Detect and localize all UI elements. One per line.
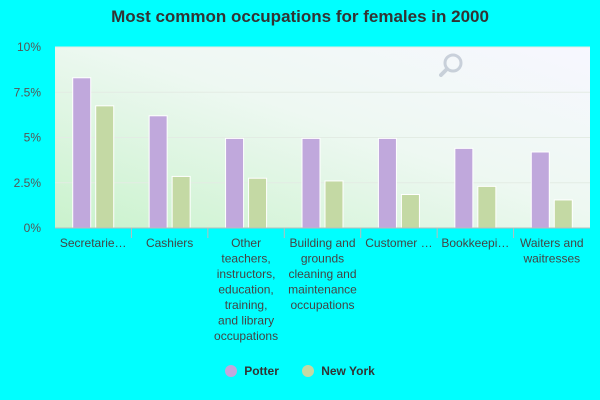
- bar-new-york: [95, 105, 115, 229]
- bar-new-york: [171, 175, 191, 229]
- gridlines: [55, 46, 590, 184]
- y-tick-label: 7.5%: [14, 85, 42, 99]
- bar-potter: [225, 137, 245, 229]
- watermark-magnifier-icon: [439, 53, 463, 77]
- bar-potter: [301, 137, 321, 229]
- x-category-label: Cashiers: [146, 236, 193, 250]
- bar-potter: [377, 137, 397, 229]
- legend-swatch-potter: [225, 365, 238, 377]
- bar-new-york: [477, 185, 497, 229]
- legend-label-potter: Potter: [244, 364, 279, 378]
- x-category-label: Customer …: [365, 236, 432, 250]
- y-tick-label: 0%: [24, 221, 42, 235]
- bar-potter: [454, 147, 474, 229]
- axes: 0% 2.5% 5% 7.5% 10%: [14, 40, 590, 238]
- x-category-label: Waiters and waitresses: [520, 236, 584, 266]
- x-category-label: Building and grounds cleaning and maintenan…: [288, 236, 357, 312]
- bar-potter: [530, 151, 550, 229]
- x-category-label: Bookkeepi…: [441, 236, 509, 250]
- chart-title: Most common occupations for females in 2…: [111, 7, 489, 26]
- bar-new-york: [553, 199, 573, 229]
- legend-label-new-york: New York: [321, 364, 375, 378]
- category-labels: Secretarie… Cashiers Other teachers, instruc…: [60, 236, 584, 343]
- bar-new-york: [248, 177, 268, 229]
- legend-item-new-york: New York: [302, 364, 375, 378]
- legend: Potter New York: [0, 364, 600, 380]
- bar-new-york: [400, 194, 420, 229]
- x-category-label: Secretarie…: [60, 236, 127, 250]
- x-category-label: Other teachers, instructors, education, trai…: [214, 236, 278, 343]
- legend-swatch-new-york: [302, 365, 315, 377]
- y-tick-label: 10%: [17, 40, 41, 54]
- bar-potter: [72, 77, 92, 229]
- bars: [72, 77, 573, 229]
- y-tick-label: 5%: [24, 131, 42, 145]
- bar-new-york: [324, 180, 344, 229]
- legend-item-potter: Potter: [225, 364, 279, 378]
- bar-potter: [148, 115, 168, 229]
- y-tick-label: 2.5%: [14, 176, 42, 190]
